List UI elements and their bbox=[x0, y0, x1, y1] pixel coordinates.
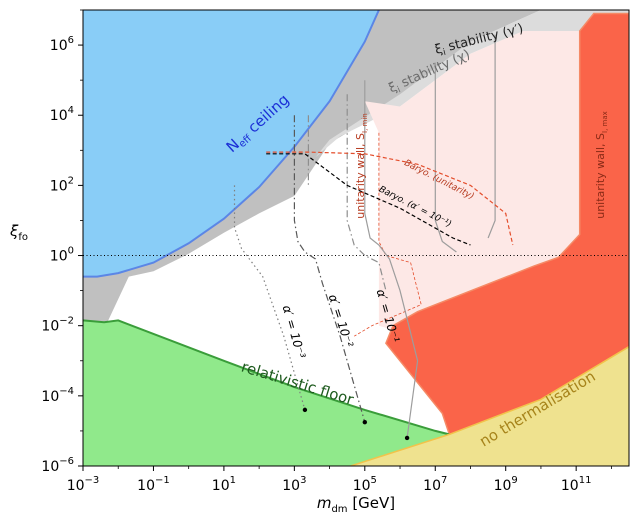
region-relativistic-floor bbox=[83, 320, 450, 466]
x-axis-title: mdm [GeV] bbox=[317, 494, 395, 515]
y-axis-symbol: ξ bbox=[9, 222, 19, 240]
label-unitarity-max: unitarity wall, SI, max bbox=[594, 111, 609, 219]
grey-boundary-line-3 bbox=[487, 34, 496, 239]
curves-layer bbox=[83, 34, 629, 441]
unitarity-min-outline bbox=[353, 132, 422, 337]
x-tick-label-4: 105 bbox=[353, 475, 377, 494]
x-axis-unit: [GeV] bbox=[352, 494, 395, 512]
y-tick-label-5: 104 bbox=[50, 105, 74, 124]
series-line-1 bbox=[293, 115, 366, 423]
region-neff-fill bbox=[83, 10, 379, 277]
no-thermalisation-edge bbox=[350, 346, 629, 466]
x-tick-label-2: 101 bbox=[212, 475, 236, 494]
region-unitarity-min bbox=[364, 31, 580, 337]
y-tick-label-2: 10−2 bbox=[41, 316, 74, 335]
y-tick-label-4: 102 bbox=[50, 175, 74, 194]
series-endpoint-2 bbox=[404, 435, 410, 441]
plot-frame bbox=[82, 9, 630, 467]
x-tick-label-0: 10−3 bbox=[67, 475, 100, 494]
label-unitarity-min: unitarity wall, SI, min bbox=[354, 113, 369, 219]
y-tick-label-3: 100 bbox=[50, 246, 74, 265]
x-tick-label-5: 107 bbox=[423, 475, 447, 494]
x-tick-label-7: 1011 bbox=[561, 475, 592, 494]
series-line-4 bbox=[266, 151, 514, 246]
x-axis-symbol: m bbox=[317, 494, 332, 512]
y-tick-label-6: 106 bbox=[50, 35, 74, 54]
x-axis-subscript: dm bbox=[331, 504, 347, 515]
series-endpoint-0 bbox=[302, 407, 308, 413]
region-unitarity-max bbox=[385, 12, 629, 436]
ticks-layer: 10−3 10−1 101 103 105 107 109 1011 10−6 10−4 10−2 1… bbox=[41, 9, 612, 494]
y-tick-label-1: 10−4 bbox=[41, 386, 74, 405]
x-tick-label-3: 103 bbox=[282, 475, 306, 494]
neff-boundary-line bbox=[83, 10, 380, 278]
series-endpoint-1 bbox=[362, 419, 368, 425]
grey-boundary-line-2 bbox=[434, 62, 457, 253]
y-axis-subscript: fo bbox=[18, 232, 28, 243]
x-tick-label-6: 109 bbox=[494, 475, 518, 494]
y-tick-label-0: 10−6 bbox=[41, 456, 74, 475]
x-tick-label-1: 10−1 bbox=[137, 475, 170, 494]
relativistic-floor-edge bbox=[83, 319, 450, 436]
series-line-0 bbox=[233, 185, 306, 411]
series-line-3 bbox=[266, 153, 471, 246]
grey-boundary-line-1 bbox=[346, 94, 387, 291]
y-axis-title: ξfo bbox=[9, 222, 28, 243]
series-line-2 bbox=[364, 80, 419, 438]
region-no-thermalisation bbox=[350, 346, 629, 466]
regions-layer bbox=[83, 10, 629, 466]
